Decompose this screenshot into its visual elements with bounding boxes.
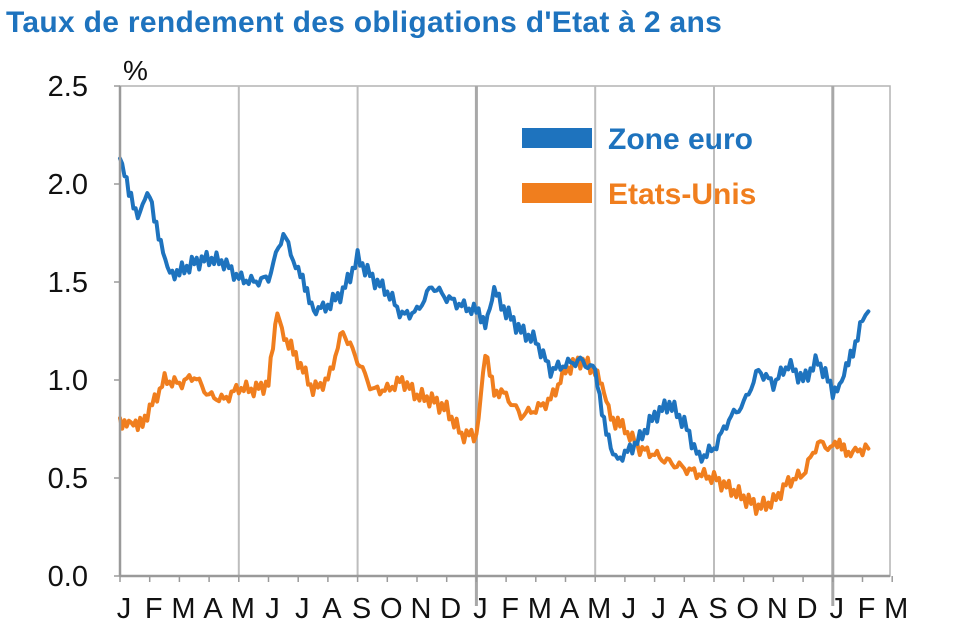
x-tick-label: J — [295, 593, 310, 625]
x-tick-label: A — [679, 593, 699, 625]
x-tick-label: J — [117, 593, 132, 625]
x-tick-label: A — [560, 593, 580, 625]
legend-swatch — [522, 183, 592, 203]
x-tick-label: J — [473, 593, 488, 625]
y-tick-label: 2.0 — [48, 169, 88, 201]
x-tick-label: S — [352, 593, 371, 625]
x-tick-label: D — [797, 593, 818, 625]
x-tick-label: M — [231, 593, 255, 625]
x-tick-label: S — [708, 593, 727, 625]
y-tick-label: 2.5 — [48, 71, 88, 103]
legend-label: Etats-Unis — [608, 178, 756, 211]
x-tick-label: O — [380, 593, 403, 625]
series-lines — [118, 156, 871, 516]
legend: Zone euro Etats-Unis — [522, 123, 756, 211]
y-tick-labels: 0.0 0.5 1.0 1.5 2.0 2.5 — [48, 71, 120, 593]
x-tick-label: J — [651, 593, 666, 625]
y-tick-label: 0.0 — [48, 561, 88, 593]
chart-title: Taux de rendement des obligations d'Etat… — [6, 6, 723, 39]
y-tick-label: 1.0 — [48, 365, 88, 397]
legend-label: Zone euro — [608, 123, 753, 156]
x-tick-label: A — [322, 593, 342, 625]
y-axis-unit: % — [123, 55, 148, 86]
axis-lines — [118, 86, 893, 582]
x-tick-label: M — [528, 593, 552, 625]
series-line-zone-euro — [118, 156, 871, 464]
grid-lines — [237, 86, 835, 606]
x-tick-label: J — [830, 593, 845, 625]
legend-swatch — [522, 128, 592, 148]
x-tick-label: M — [884, 593, 908, 625]
x-tick-label: M — [171, 593, 195, 625]
y-tick-label: 1.5 — [48, 267, 88, 299]
x-tick-label: F — [145, 593, 163, 625]
plot-area — [119, 85, 891, 577]
x-tick-label: O — [736, 593, 759, 625]
series-line-etats-unis — [118, 311, 871, 516]
x-tick-label: M — [587, 593, 611, 625]
y-tick-label: 0.5 — [48, 463, 88, 495]
x-tick-label: J — [265, 593, 280, 625]
x-tick-label: A — [203, 593, 223, 625]
x-tick-label: J — [622, 593, 637, 625]
x-tick-label: N — [411, 593, 432, 625]
x-tick-label: N — [767, 593, 788, 625]
x-tick-label: D — [440, 593, 461, 625]
x-tick-label: F — [858, 593, 876, 625]
x-tick-label: F — [501, 593, 519, 625]
